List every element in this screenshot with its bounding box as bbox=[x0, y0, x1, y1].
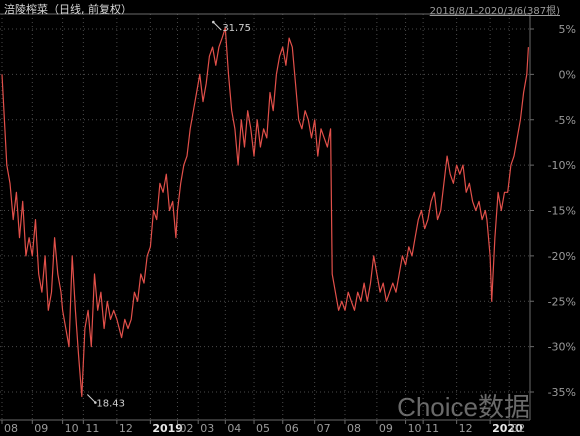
x-tick-label: 11 bbox=[425, 422, 439, 435]
series-line bbox=[1, 27, 529, 398]
x-tick-label: 09 bbox=[34, 422, 48, 435]
series-layer bbox=[1, 27, 529, 398]
watermark: Choice数据 bbox=[397, 392, 530, 422]
x-tick-label: 09 bbox=[379, 422, 393, 435]
x-tick-label: 06 bbox=[285, 422, 299, 435]
x-tick-label: 05 bbox=[256, 422, 270, 435]
annotation-arrow bbox=[86, 394, 96, 403]
x-tick-label: 12 bbox=[459, 422, 473, 435]
y-tick-label: 0% bbox=[559, 68, 576, 81]
annotation-label: 18.43 bbox=[96, 399, 125, 410]
grid-lines bbox=[0, 14, 530, 420]
y-tick-label: -35% bbox=[548, 386, 576, 399]
axes: 5%0%-5%-10%-15%-20%-25%-30%-35%08 09 10 11 1… bbox=[0, 13, 576, 435]
y-tick-label: -15% bbox=[548, 205, 576, 218]
x-tick-label: 12 bbox=[119, 422, 133, 435]
annotation-label: 31.75 bbox=[222, 23, 251, 34]
x-tick-label: 07 bbox=[317, 422, 331, 435]
x-tick-label: 02 bbox=[511, 422, 525, 435]
x-tick-label: 11 bbox=[85, 422, 99, 435]
x-tick-label: 10 bbox=[408, 422, 422, 435]
y-tick-label: -25% bbox=[548, 295, 576, 308]
annotation-arrow-head bbox=[212, 20, 215, 24]
x-tick-label: 03 bbox=[200, 422, 214, 435]
x-tick-label: 2020 bbox=[492, 422, 523, 435]
price-annotation: 18.43 bbox=[86, 394, 125, 410]
x-tick-label: 2019 bbox=[152, 422, 183, 435]
annotation-arrow-head bbox=[94, 401, 97, 404]
annotation-layer: 31.75 18.43 bbox=[86, 20, 251, 410]
y-tick-label: -10% bbox=[548, 159, 576, 172]
y-tick-label: -5% bbox=[555, 114, 576, 127]
y-tick-label: 5% bbox=[559, 23, 576, 36]
chart-title: 涪陵榨菜（日线, 前复权） bbox=[4, 3, 132, 16]
x-tick-label: 08 bbox=[4, 422, 18, 435]
x-tick-label: 10 bbox=[65, 422, 79, 435]
y-tick-label: -20% bbox=[548, 250, 576, 263]
annotation-arrow bbox=[212, 21, 222, 31]
date-range-label[interactable]: 2018/8/1-2020/3/6(387根) bbox=[429, 6, 560, 17]
x-tick-label: 02 bbox=[179, 422, 193, 435]
price-annotation: 31.75 bbox=[212, 20, 251, 34]
x-tick-label: 04 bbox=[227, 422, 241, 435]
x-tick-label: 08 bbox=[347, 422, 361, 435]
y-tick-label: -30% bbox=[548, 341, 576, 354]
